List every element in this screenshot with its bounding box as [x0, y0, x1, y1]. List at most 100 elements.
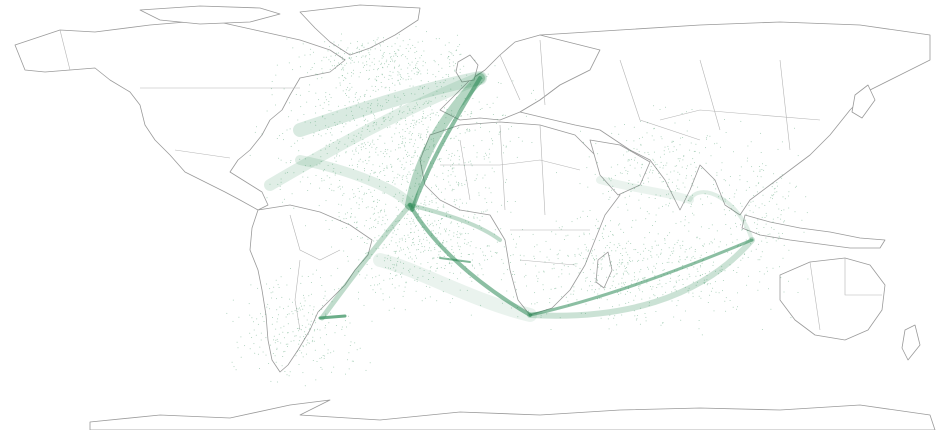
ship-position-point [467, 128, 468, 130]
ship-position-point [413, 169, 415, 171]
ship-position-point [401, 141, 403, 143]
ship-position-point [358, 152, 359, 154]
ship-position-point [351, 72, 353, 73]
ship-position-point [325, 92, 327, 94]
ship-position-point [471, 259, 473, 261]
border-line [499, 39, 546, 106]
ship-position-point [394, 230, 395, 232]
ship-position-point [756, 191, 758, 193]
ship-position-point [436, 112, 438, 113]
ship-position-point [682, 244, 684, 246]
ship-position-point [410, 138, 412, 140]
ship-position-point [423, 238, 425, 240]
ship-position-point [591, 285, 593, 287]
ship-position-point [638, 285, 640, 287]
ship-position-point [663, 181, 665, 182]
ship-position-point [467, 233, 469, 235]
ship-position-point [449, 184, 451, 186]
ship-position-point [344, 77, 346, 78]
ship-position-point [349, 88, 351, 90]
ship-position-point [354, 96, 356, 98]
ship-position-point [403, 235, 405, 237]
ship-position-point [411, 217, 412, 219]
ship-position-point [409, 109, 411, 111]
ship-position-point [652, 270, 654, 272]
ship-position-point [640, 120, 642, 122]
ship-position-point [369, 176, 371, 178]
ship-position-point [344, 58, 346, 60]
ship-position-point [565, 296, 567, 298]
ship-position-point [649, 297, 651, 299]
ship-position-point [637, 260, 638, 262]
ship-position-point [384, 211, 386, 213]
ship-position-point [770, 227, 772, 229]
ship-position-point [392, 60, 394, 62]
ship-position-point [709, 283, 711, 285]
ship-position-point [335, 147, 337, 149]
ship-position-point [311, 67, 313, 68]
ship-position-point [399, 220, 401, 222]
shipping-route [293, 71, 487, 137]
ship-position-point [747, 145, 749, 147]
ship-position-point [434, 61, 436, 63]
ship-position-point [403, 157, 405, 159]
ship-position-point [438, 188, 440, 190]
ship-position-point [299, 181, 301, 183]
ship-position-point [318, 99, 320, 101]
ship-position-point [509, 140, 511, 142]
ship-position-point [321, 68, 323, 70]
ship-position-point [387, 95, 389, 97]
ship-position-point [356, 221, 358, 223]
ship-position-point [464, 97, 466, 99]
ship-position-point [420, 80, 422, 82]
ship-position-point [469, 116, 471, 118]
ship-position-point [673, 140, 674, 142]
ship-position-point [470, 241, 472, 243]
ship-position-point [394, 96, 396, 98]
ship-position-point [381, 74, 383, 76]
ship-position-point [473, 216, 475, 218]
ship-position-point [450, 174, 452, 176]
ship-position-point [419, 98, 421, 100]
ship-position-point [372, 125, 374, 127]
ship-position-point [393, 180, 395, 182]
ship-position-point [402, 54, 404, 55]
ship-position-point [422, 104, 424, 106]
ship-position-point [292, 313, 294, 315]
ship-position-point [737, 244, 739, 246]
ship-position-point [750, 201, 752, 203]
ship-position-point [489, 107, 491, 109]
ship-position-point [358, 132, 360, 134]
ship-position-point [471, 112, 473, 114]
ship-position-point [342, 90, 344, 92]
ship-position-point [609, 196, 611, 198]
ship-position-point [399, 238, 401, 240]
ship-position-point [374, 237, 376, 239]
ship-position-point [745, 219, 747, 221]
ship-position-point [643, 257, 645, 259]
ship-position-point [460, 116, 462, 117]
ship-position-point [456, 278, 458, 280]
ship-position-point [594, 249, 596, 251]
ship-position-point [663, 273, 665, 275]
ship-position-point [386, 235, 388, 237]
ship-position-point [435, 184, 437, 186]
ship-position-point [373, 208, 375, 210]
ship-position-point [390, 56, 392, 57]
ship-position-point [278, 135, 280, 137]
ship-position-point [617, 164, 619, 166]
ship-position-point [327, 129, 329, 130]
ship-position-point [616, 324, 618, 326]
ship-position-point [424, 117, 426, 119]
ship-position-point [298, 364, 300, 365]
ship-position-point [648, 171, 650, 173]
ship-position-point [652, 272, 654, 274]
ship-position-point [474, 179, 476, 181]
ship-position-point [392, 110, 394, 112]
ship-position-point [399, 74, 401, 75]
ship-position-point [736, 308, 737, 310]
ship-position-point [694, 262, 696, 264]
ship-position-point [629, 195, 631, 197]
ship-position-point [389, 89, 390, 91]
ship-position-point [321, 77, 323, 79]
